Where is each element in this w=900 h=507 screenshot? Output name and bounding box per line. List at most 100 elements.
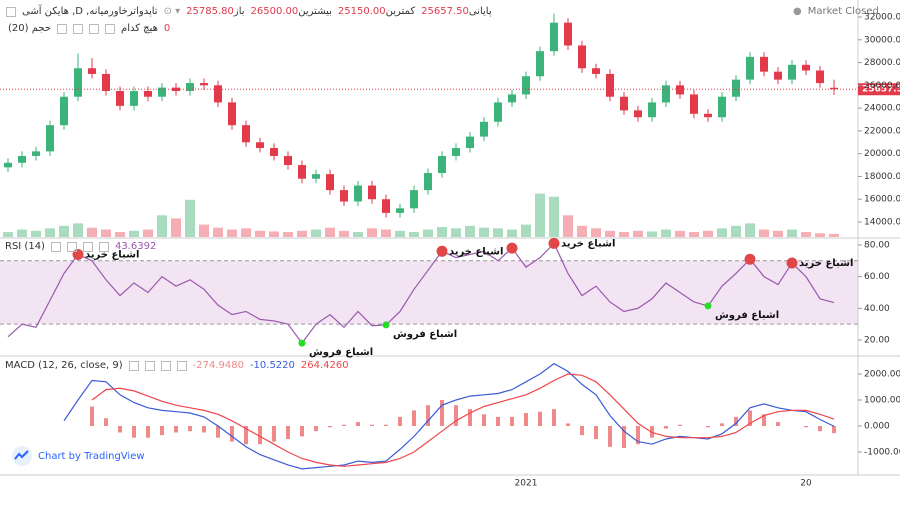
candle-body (144, 91, 152, 97)
macd-histogram-bar (762, 414, 766, 426)
volume-bar (143, 229, 153, 237)
macd-histogram-bar (818, 425, 822, 432)
candle-body (60, 96, 68, 126)
candle-body (354, 185, 362, 202)
y-tick-label: 14000.00 (864, 217, 900, 227)
candle-body (662, 85, 670, 103)
volume-bar (213, 227, 223, 237)
candle-body (298, 165, 306, 179)
candle-body (634, 110, 642, 118)
signal-marker (786, 257, 798, 269)
y-tick-label: 16000.00 (864, 195, 900, 205)
candle-body (88, 68, 96, 74)
candle-body (74, 68, 82, 97)
candle-body (676, 85, 684, 95)
candle-body (592, 68, 600, 74)
macd-histogram-bar (734, 416, 738, 426)
volume-bar (283, 232, 293, 237)
signal-marker (506, 242, 518, 254)
ohlc-value: 25785.80 (186, 6, 234, 17)
rsi-line (7, 242, 835, 345)
candle-body (802, 64, 810, 71)
macd-histogram-bar (804, 425, 808, 428)
signal-label: اشباع خرید (561, 238, 615, 249)
macd-histogram-bar (202, 425, 206, 433)
rsi-title: RSI (14) (5, 241, 45, 252)
ma-value: 0 (163, 23, 171, 34)
candle-body (340, 190, 348, 202)
candle-body (732, 79, 740, 97)
candle-body (326, 174, 334, 191)
signal-label: اشباع خرید (449, 246, 503, 257)
macd-histogram-bar (510, 416, 514, 426)
volume-bar (563, 215, 573, 237)
macd-histogram-bar (538, 411, 542, 426)
candle-body (46, 125, 54, 152)
macd-histogram-bar (622, 425, 626, 449)
candle-body (690, 94, 698, 114)
macd-histogram-bar (244, 425, 248, 445)
macd-value: -274.9480 (192, 360, 244, 371)
macd-histogram-bar (328, 425, 332, 428)
macd-histogram-bar (678, 424, 682, 426)
ohlc-value: 25657.50 (421, 6, 469, 17)
volume-bar (255, 230, 265, 237)
candle-body (438, 155, 446, 174)
candle-body (396, 208, 404, 213)
volume-bar (773, 230, 783, 237)
candle-body (214, 85, 222, 103)
volume-bar (703, 230, 713, 237)
candle-body (368, 185, 376, 200)
volume-bar (129, 230, 139, 237)
volume-bar (731, 225, 741, 237)
candle-body (480, 121, 488, 137)
candle-body (508, 94, 516, 103)
dropdown-icon[interactable]: ⊙ ▾ (163, 6, 181, 17)
macd-histogram-bar (104, 418, 108, 426)
macd-line (63, 362, 835, 470)
candle-body (704, 113, 712, 118)
rsi-band (0, 260, 858, 325)
volume-bar (31, 230, 41, 237)
candle-body (18, 155, 26, 163)
macd-histogram-bar (412, 410, 416, 426)
macd-histogram-bar (132, 425, 136, 438)
price-header: تاپدواترخاورمیانه, D, هایکن آشی ⊙ ▾ 2578… (6, 6, 492, 17)
candle-body (494, 102, 502, 122)
volume-bar (185, 199, 195, 237)
rsi-header: RSI (14) 43.6392 (5, 241, 156, 252)
signal-label: اشباع فروش (309, 347, 373, 358)
ohlc-label: کمترین (385, 6, 416, 17)
y-tick-label: -1000.000 (864, 447, 900, 457)
volume-bar (829, 233, 839, 237)
volume-bar (87, 227, 97, 237)
macd-histogram-bar (552, 409, 556, 426)
macd-histogram-bar (748, 410, 752, 426)
macd-histogram-bar (356, 422, 360, 426)
candle-body (270, 147, 278, 156)
macd-histogram-bar (398, 416, 402, 426)
candle-body (424, 173, 432, 191)
macd-histogram-bar (370, 424, 374, 426)
macd-histogram-bar (482, 414, 486, 426)
macd-histogram-bar (174, 425, 178, 433)
macd-histogram-bar (454, 405, 458, 426)
volume-bar (745, 223, 755, 237)
volume-bar (101, 229, 111, 237)
y-tick-label: 24000.00 (864, 104, 900, 114)
volume-bar (619, 232, 629, 237)
volume-bar (815, 233, 825, 237)
icon (6, 6, 16, 17)
ohlc-value: 25150.00 (337, 6, 386, 17)
y-tick-label: 18000.00 (864, 172, 900, 182)
macd-value: 264.4260 (300, 360, 349, 371)
volume-bar (73, 223, 83, 237)
signal-label: اشباع فروش (393, 329, 457, 340)
candle-body (186, 83, 194, 92)
candle-body (788, 64, 796, 80)
branding: Chart by TradingView (38, 451, 145, 462)
volume-bar (45, 228, 55, 237)
macd-histogram-bar (608, 425, 612, 447)
signal-label: اشباع خرید (799, 258, 853, 269)
